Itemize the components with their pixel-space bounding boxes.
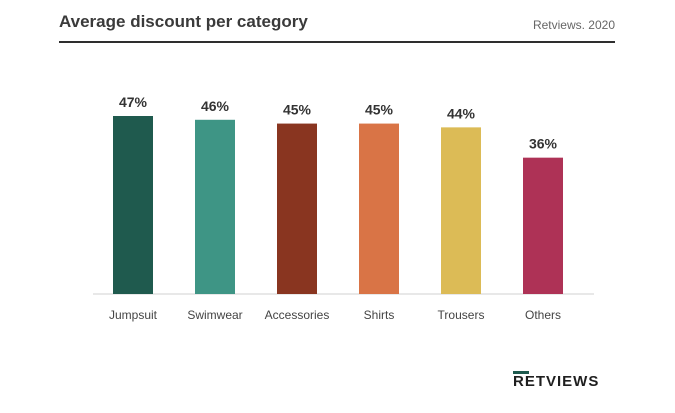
category-label-swimwear: Swimwear: [187, 308, 242, 322]
value-label-swimwear: 46%: [201, 98, 230, 114]
value-label-others: 36%: [529, 136, 558, 152]
bar-shirts: [359, 123, 399, 295]
retviews-logo: RETVIEWS: [513, 373, 600, 390]
value-label-accessories: 45%: [283, 102, 312, 118]
logo-accent-bar: [513, 371, 529, 374]
bar-accessories: [277, 123, 317, 295]
value-label-shirts: 45%: [365, 102, 394, 118]
category-label-shirts: Shirts: [364, 308, 395, 322]
chart-title: Average discount per category: [59, 12, 308, 31]
header-divider: [59, 41, 615, 43]
bar-swimwear: [195, 119, 235, 294]
source-label: Retviews. 2020: [532, 18, 615, 32]
value-label-jumpsuit: 47%: [119, 94, 148, 110]
category-label-others: Others: [525, 308, 561, 322]
bar-jumpsuit: [113, 116, 153, 294]
bar-others: [523, 157, 563, 294]
bar-trousers: [441, 127, 481, 295]
category-label-accessories: Accessories: [265, 308, 330, 322]
category-label-jumpsuit: Jumpsuit: [109, 308, 158, 322]
value-label-trousers: 44%: [447, 105, 476, 121]
category-label-trousers: Trousers: [438, 308, 485, 322]
